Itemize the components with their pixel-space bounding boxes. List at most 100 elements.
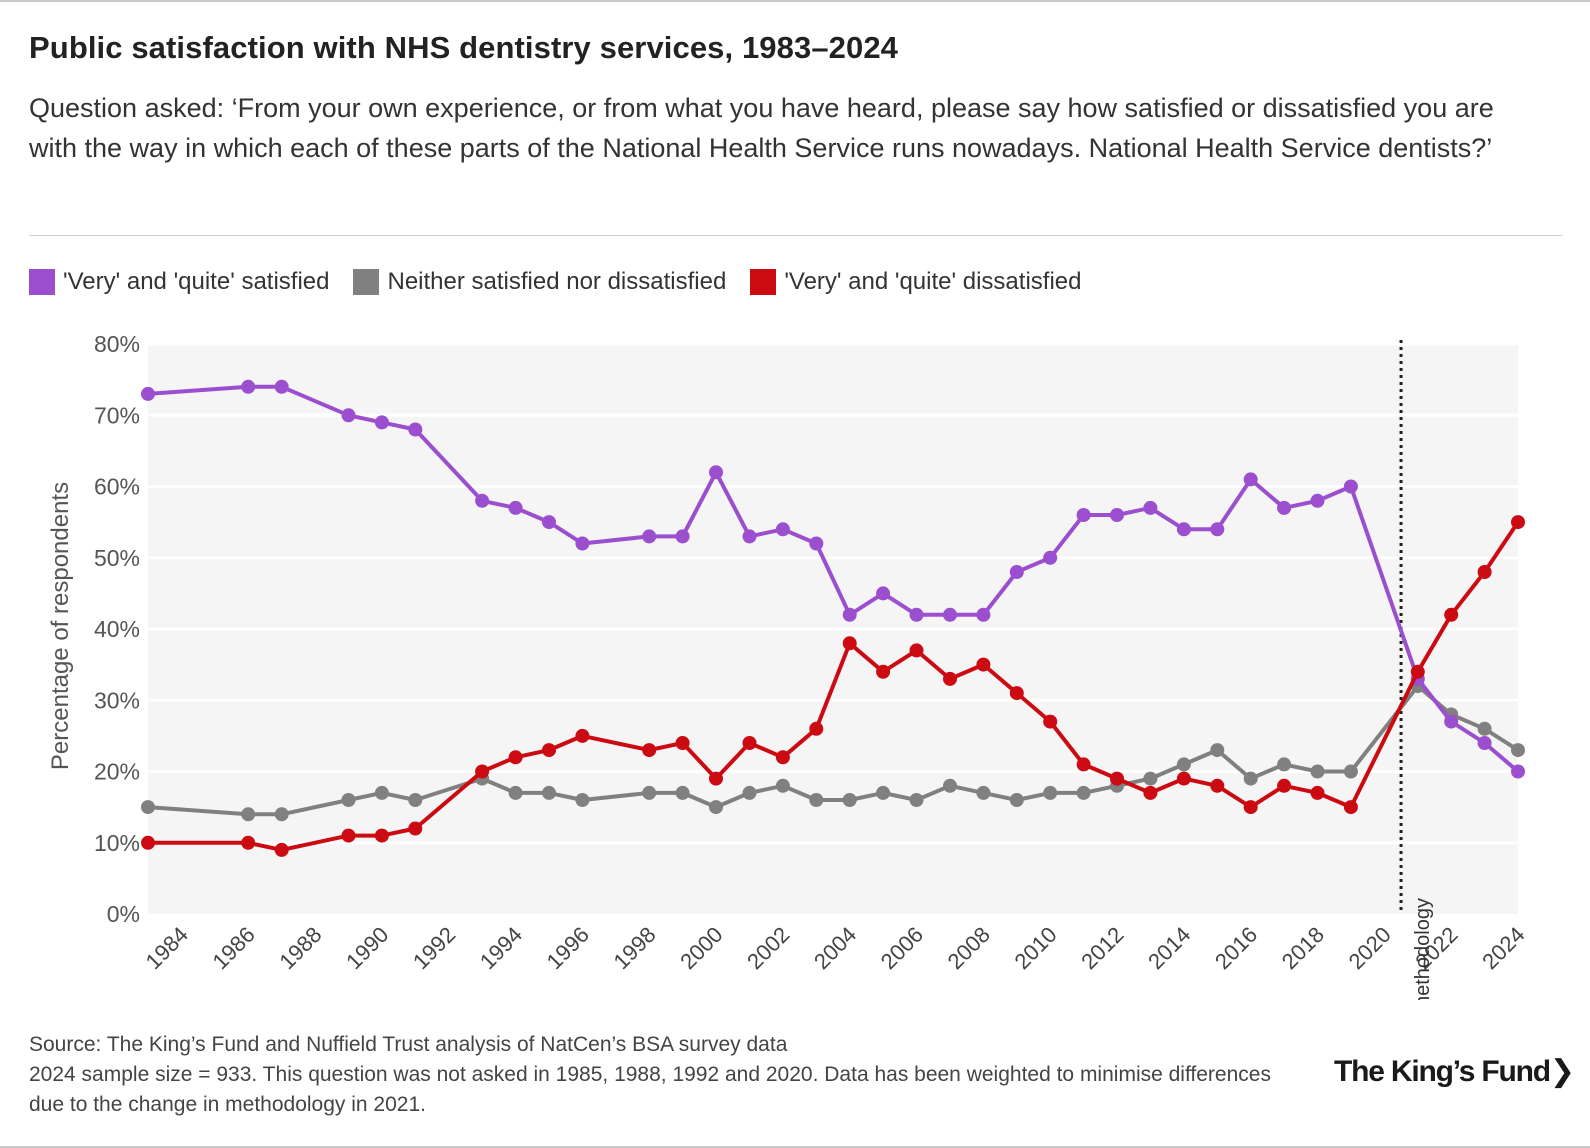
x-tick-label: 2006 [876, 922, 928, 974]
data-point-satisfied [408, 422, 423, 437]
data-point-neither [1277, 757, 1292, 772]
y-axis-ticks: 0% 10% 20% 30% 40% 50% 60% 70% 80% [94, 331, 140, 927]
data-point-satisfied [709, 465, 723, 480]
x-tick-label: 2018 [1277, 922, 1329, 974]
x-tick-label: 1998 [608, 922, 660, 974]
data-point-neither [374, 785, 389, 800]
data-point-satisfied [909, 607, 924, 622]
y-tick-label: 0% [107, 901, 140, 927]
data-point-dissatisfied [341, 828, 356, 843]
data-point-satisfied [241, 379, 256, 394]
data-point-dissatisfied [775, 750, 790, 765]
data-point-dissatisfied [1343, 800, 1358, 815]
x-tick-label: 1990 [341, 922, 393, 974]
kings-fund-logo[interactable]: The King’s Fund❯ [1334, 1054, 1575, 1089]
data-point-dissatisfied [575, 728, 590, 743]
data-point-neither [508, 785, 523, 800]
data-point-satisfied [742, 529, 757, 544]
data-point-dissatisfied [709, 771, 723, 786]
x-tick-label: 1988 [274, 922, 326, 974]
data-point-neither [943, 778, 957, 793]
data-point-satisfied [1277, 500, 1292, 515]
legend-swatch-dissatisfied [750, 269, 777, 295]
x-tick-label: 1994 [475, 922, 527, 974]
data-point-dissatisfied [675, 736, 690, 750]
x-tick-label: 2024 [1477, 922, 1529, 974]
data-point-neither [909, 793, 924, 807]
series-lines [141, 379, 1525, 857]
data-point-satisfied [1511, 764, 1525, 779]
data-point-dissatisfied [1176, 771, 1191, 786]
data-point-dissatisfied [1043, 714, 1058, 729]
x-tick-label: 1984 [141, 922, 193, 974]
x-tick-label: 1992 [408, 922, 460, 974]
y-tick-label: 80% [94, 331, 140, 357]
data-point-satisfied [1310, 493, 1325, 508]
x-tick-label: 2000 [675, 922, 727, 974]
data-point-dissatisfied [1277, 778, 1292, 793]
data-point-neither [1076, 785, 1091, 800]
line-chart: 0%10%20%30%40%50%60%70%80% 1984 1986 1988 1… [47, 331, 1530, 1000]
data-point-satisfied [1009, 565, 1024, 579]
data-point-neither [775, 778, 790, 793]
data-point-satisfied [976, 607, 991, 622]
data-point-neither [1176, 757, 1191, 772]
data-point-neither [876, 785, 891, 800]
x-tick-label: 2010 [1009, 922, 1061, 974]
data-point-dissatisfied [241, 835, 256, 850]
data-point-neither [1009, 793, 1024, 807]
y-tick-label: 60% [94, 474, 140, 500]
logo-chevron-icon: ❯ [1549, 1055, 1575, 1088]
x-tick-label: 2012 [1076, 922, 1128, 974]
data-point-dissatisfied [475, 764, 490, 779]
data-point-dissatisfied [642, 743, 657, 758]
data-point-neither [542, 785, 556, 800]
data-point-neither [408, 793, 423, 807]
data-point-dissatisfied [1410, 664, 1425, 679]
data-point-satisfied [775, 522, 790, 537]
data-point-satisfied [1110, 508, 1124, 522]
legend-swatch-neither [353, 269, 380, 295]
y-tick-label: 10% [94, 830, 140, 856]
data-point-neither [575, 793, 590, 807]
source-note: Source: The King’s Fund and Nuffield Tru… [29, 1030, 1299, 1120]
data-point-neither [675, 785, 690, 800]
data-point-dissatisfied [1444, 607, 1459, 622]
chart-subtitle: Question asked: ‘From your own experienc… [29, 93, 1494, 163]
data-point-neither [1511, 743, 1525, 758]
data-point-neither [1477, 721, 1492, 736]
x-tick-label: 2020 [1344, 922, 1396, 974]
data-point-dissatisfied [408, 821, 423, 836]
data-point-satisfied [374, 415, 389, 430]
legend-item-dissatisfied[interactable]: 'Very' and 'quite' dissatisfied [750, 268, 1081, 296]
data-point-dissatisfied [1210, 778, 1225, 793]
data-point-satisfied [341, 408, 356, 423]
data-point-neither [642, 785, 657, 800]
y-tick-label: 50% [94, 545, 140, 571]
data-point-dissatisfied [1110, 771, 1124, 786]
data-point-satisfied [1210, 522, 1225, 537]
legend: 'Very' and 'quite' satisfied Neither sat… [29, 268, 1105, 296]
legend-item-neither[interactable]: Neither satisfied nor dissatisfied [353, 268, 726, 296]
data-point-dissatisfied [976, 657, 991, 672]
data-point-dissatisfied [1511, 515, 1525, 530]
x-tick-label: 2002 [742, 922, 794, 974]
data-point-dissatisfied [1243, 800, 1258, 815]
bottom-rule [0, 1146, 1590, 1148]
data-point-neither [1043, 785, 1058, 800]
data-point-satisfied [475, 493, 490, 508]
header-divider [29, 235, 1562, 236]
data-point-satisfied [943, 607, 957, 622]
data-point-neither [274, 807, 289, 822]
x-tick-label: 2008 [943, 922, 995, 974]
source-line: Source: The King’s Fund and Nuffield Tru… [29, 1033, 788, 1056]
legend-label-dissatisfied: 'Very' and 'quite' dissatisfied [784, 268, 1082, 295]
chart-title: Public satisfaction with NHS dentistry s… [29, 30, 899, 65]
data-point-satisfied [675, 529, 690, 544]
data-point-satisfied [1043, 550, 1058, 565]
data-point-neither [1343, 764, 1358, 779]
data-point-satisfied [1243, 472, 1258, 487]
data-point-satisfied [1343, 479, 1358, 494]
data-point-satisfied [508, 500, 523, 515]
legend-item-satisfied[interactable]: 'Very' and 'quite' satisfied [29, 268, 329, 296]
